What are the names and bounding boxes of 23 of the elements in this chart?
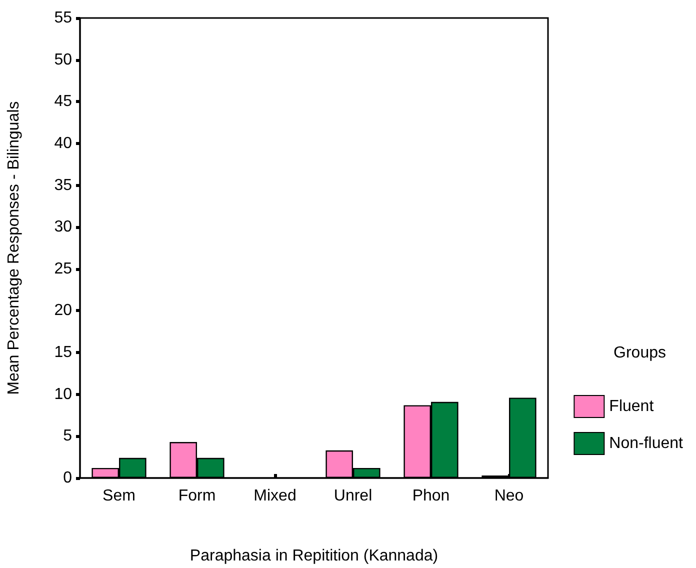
x-tick-label: Sem [102,488,136,504]
x-tick-label: Form [178,488,216,504]
y-tick-label: 55 [54,10,72,26]
y-tick-label: 5 [63,428,72,445]
legend-label: Fluent [609,398,654,415]
y-axis-title: Mean Percentage Responses - Bilinguals [6,101,22,395]
y-tick-label: 20 [54,302,72,320]
y-tick-label: 0 [63,470,72,486]
x-tick-label: Unrel [334,488,372,504]
y-tick-label: 50 [54,51,72,68]
x-tick-label: Phon [412,488,450,504]
y-tick-label: 25 [54,260,72,278]
legend-label: Non-fluent [609,435,684,452]
x-axis-title: Paraphasia in Repitition (Kannada) [190,548,438,564]
x-tick-label: Neo [494,488,524,504]
x-tick-label: Mixed [254,488,296,504]
y-tick-label: 10 [54,386,72,403]
y-tick-label: 30 [54,218,72,236]
y-tick-label: 15 [54,344,72,362]
legend-title: Groups [614,344,666,362]
y-tick-label: 35 [54,176,72,194]
y-tick-label: 40 [54,134,72,152]
y-tick-label: 45 [54,93,72,110]
